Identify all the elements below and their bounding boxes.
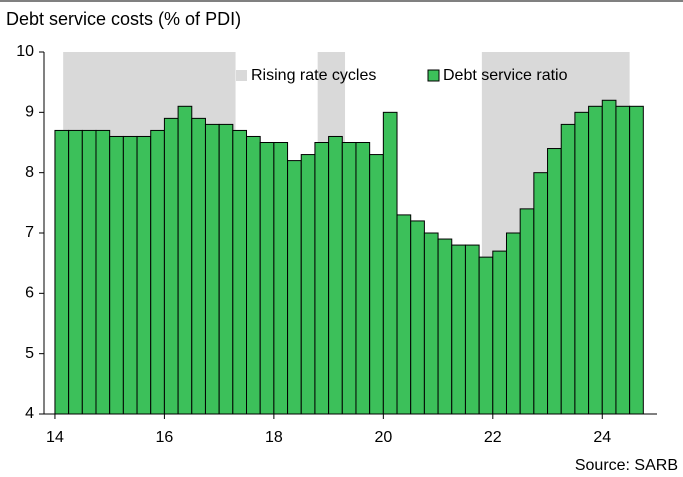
legend-swatch — [427, 69, 440, 82]
bar — [122, 135, 138, 415]
bar — [519, 208, 535, 415]
bar — [588, 105, 603, 415]
bar — [478, 256, 494, 415]
bar — [547, 148, 562, 415]
bar — [382, 111, 398, 415]
bar — [314, 142, 330, 415]
bar — [396, 214, 412, 415]
bar — [629, 105, 644, 415]
x-tick-label: 18 — [265, 429, 283, 446]
bar — [300, 154, 316, 415]
y-tick-label: 7 — [25, 224, 34, 241]
x-tick-label: 24 — [593, 429, 611, 446]
bar — [259, 142, 275, 415]
y-tick-label: 9 — [25, 104, 34, 121]
bar — [492, 250, 507, 415]
bar — [177, 105, 193, 415]
y-tick-label: 10 — [16, 43, 34, 60]
bar — [81, 129, 97, 415]
bar — [204, 123, 220, 415]
y-tick-label: 4 — [25, 405, 34, 422]
bar — [328, 135, 343, 415]
bar — [615, 105, 631, 415]
bar — [601, 99, 617, 415]
x-tick-label: 20 — [374, 429, 392, 446]
bar — [136, 135, 152, 415]
legend-label: Debt service ratio — [443, 67, 568, 84]
bar — [369, 154, 384, 415]
bar — [191, 117, 206, 415]
x-tick-label: 16 — [156, 429, 174, 446]
y-tick-label: 5 — [25, 345, 34, 362]
y-tick-label: 8 — [25, 164, 34, 181]
bar — [54, 129, 70, 415]
bar — [232, 129, 248, 415]
y-tick-label: 6 — [25, 285, 34, 302]
bar — [423, 232, 439, 415]
bar — [341, 142, 357, 415]
bar — [68, 129, 83, 415]
bar — [150, 129, 165, 415]
bar — [246, 135, 261, 415]
bar — [273, 142, 289, 415]
legend-swatch — [236, 70, 247, 81]
bar — [574, 111, 590, 415]
x-tick-label: 14 — [46, 429, 64, 446]
bar — [560, 123, 576, 415]
source: Source: SARB — [575, 457, 678, 474]
x-tick-label: 22 — [484, 429, 502, 446]
bar — [464, 244, 480, 415]
bar — [505, 232, 521, 415]
legend-label: Rising rate cycles — [251, 67, 376, 84]
bar — [95, 129, 111, 415]
bar — [218, 123, 234, 415]
bar — [287, 160, 302, 415]
bar — [437, 238, 453, 415]
bar — [533, 172, 549, 415]
bar — [451, 244, 466, 415]
bar — [109, 135, 124, 415]
bar — [163, 117, 179, 415]
chart-title: Debt service costs (% of PDI) — [6, 9, 241, 29]
bar — [410, 220, 425, 415]
bar — [355, 142, 371, 415]
